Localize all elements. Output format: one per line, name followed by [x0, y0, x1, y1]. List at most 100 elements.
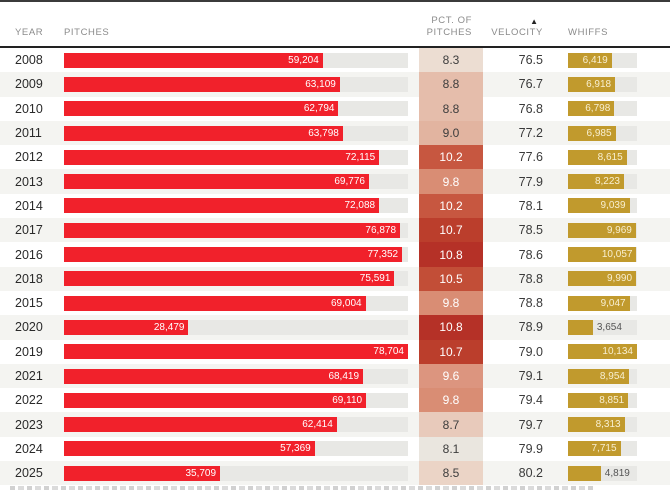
whiffs-cell: 6,798 — [568, 101, 637, 117]
table-row[interactable]: 2015 69,004 9.8 78.8 9,047 — [0, 290, 670, 316]
pitches-bar: 77,352 — [64, 247, 403, 263]
pitches-bar: 69,110 — [64, 392, 367, 408]
table-row[interactable]: 2014 72,088 10.2 78.1 9,039 — [0, 193, 670, 219]
pct-of-pitches-cell: 9.8 — [419, 388, 483, 413]
whiffs-bar: 8,851 — [568, 392, 629, 408]
year-cell: 2025 — [15, 466, 43, 481]
whiffs-bar: 8,313 — [568, 417, 625, 433]
velocity-cell: 79.1 — [518, 369, 543, 383]
pitches-value-label: 69,776 — [334, 176, 365, 188]
table-row[interactable]: 2010 62,794 8.8 76.8 6,798 — [0, 96, 670, 121]
table-row[interactable]: 2021 68,419 9.6 79.1 8,954 — [0, 363, 670, 389]
col-header-whiffs[interactable]: WHIFFS — [568, 27, 609, 38]
velocity-cell: 79.9 — [518, 441, 543, 456]
whiffs-bar: 10,057 — [568, 247, 637, 263]
pitches-value-label: 76,878 — [365, 224, 397, 236]
col-header-pitches[interactable]: PITCHES — [64, 27, 110, 38]
whiffs-bar: 6,985 — [568, 125, 616, 141]
table-row[interactable]: 2016 77,352 10.8 78.6 10,057 — [0, 242, 670, 267]
velocity-cell: 78.1 — [518, 198, 543, 213]
table-row[interactable]: 2017 76,878 10.7 78.5 9,969 — [0, 218, 670, 243]
pitches-bar-track: 68,419 — [64, 368, 408, 384]
whiffs-bar: 9,039 — [568, 198, 630, 214]
whiffs-bar: 8,615 — [568, 149, 627, 165]
whiffs-bar-track: 4,819 — [568, 465, 637, 481]
whiffs-bar — [568, 465, 601, 481]
year-cell: 2021 — [15, 369, 43, 383]
table-row[interactable]: 2012 72,115 10.2 77.6 8,615 — [0, 145, 670, 170]
whiffs-cell: 6,918 — [568, 76, 637, 92]
whiffs-bar-track: 9,969 — [568, 222, 637, 238]
pitches-bar: 62,794 — [64, 101, 339, 117]
whiffs-bar-track: 10,057 — [568, 247, 637, 263]
whiffs-value-label: 10,057 — [601, 249, 633, 261]
year-cell: 2010 — [15, 101, 43, 116]
table-row[interactable]: 2018 75,591 10.5 78.8 9,990 — [0, 266, 670, 291]
col-header-year[interactable]: YEAR — [15, 27, 44, 38]
table-row[interactable]: 2024 57,369 8.1 79.9 7,715 — [0, 436, 670, 462]
whiffs-cell: 10,057 — [568, 247, 637, 263]
col-header-velocity[interactable]: ▲ VELOCITY — [483, 16, 568, 39]
pitches-bar: 59,204 — [64, 52, 323, 68]
whiffs-bar-track: 9,039 — [568, 198, 637, 214]
table-row[interactable]: 2023 62,414 8.7 79.7 8,313 — [0, 412, 670, 437]
pitches-value-label: 72,088 — [344, 200, 376, 212]
whiffs-value-label: 9,969 — [606, 224, 632, 236]
pitches-bar: 69,776 — [64, 174, 369, 190]
year-cell: 2012 — [15, 150, 43, 165]
pitches-bar-track: 63,109 — [64, 76, 408, 92]
year-cell: 2020 — [15, 320, 43, 335]
whiffs-bar: 7,715 — [568, 441, 621, 457]
table-row[interactable]: 2011 63,798 9.0 77.2 6,985 — [0, 120, 670, 146]
whiffs-value-label: 6,798 — [585, 103, 611, 115]
whiffs-cell: 9,039 — [568, 198, 637, 214]
table-row[interactable]: 2019 78,704 10.7 79.0 10,134 — [0, 339, 670, 364]
pitches-bar-track: 69,110 — [64, 392, 408, 408]
velocity-cell: 78.6 — [518, 247, 543, 262]
whiffs-bar-track: 10,134 — [568, 344, 637, 360]
year-cell: 2015 — [15, 296, 43, 311]
whiffs-value-label: 6,419 — [582, 54, 608, 66]
whiffs-value-label: 9,990 — [606, 273, 633, 285]
pitches-cell: 63,798 — [64, 125, 408, 141]
year-cell: 2022 — [15, 393, 43, 408]
pitches-bar: 75,591 — [64, 271, 395, 287]
pitches-bar: 78,704 — [64, 344, 408, 360]
year-cell: 2017 — [15, 223, 43, 238]
table-row[interactable]: 2013 69,776 9.8 77.9 8,223 — [0, 169, 670, 194]
pitches-cell: 69,776 — [64, 174, 408, 190]
velocity-cell: 76.5 — [518, 53, 543, 68]
velocity-cell: 78.8 — [518, 271, 543, 286]
table-row[interactable]: 2008 59,204 8.3 76.5 6,419 — [0, 48, 670, 73]
pitches-value-label: 72,115 — [345, 151, 376, 163]
table-row[interactable]: 2020 28,479 10.8 78.9 3,654 — [0, 315, 670, 340]
col-header-pct-of-pitches[interactable]: PCT. OF PITCHES — [419, 15, 483, 39]
whiffs-bar: 9,047 — [568, 295, 630, 311]
pitches-bar-track: 78,704 — [64, 344, 408, 360]
table-row[interactable]: 2009 63,109 8.8 76.7 6,918 — [0, 72, 670, 97]
table-row[interactable]: 2022 69,110 9.8 79.4 8,851 — [0, 388, 670, 413]
whiffs-bar-track: 9,990 — [568, 271, 637, 287]
pitches-bar-track: 62,794 — [64, 101, 408, 117]
whiffs-cell: 6,419 — [568, 52, 637, 68]
whiffs-bar: 9,969 — [568, 222, 636, 238]
whiffs-cell: 8,223 — [568, 174, 637, 190]
pitches-value-label: 78,704 — [373, 346, 404, 358]
whiffs-bar-track: 3,654 — [568, 319, 637, 335]
year-cell: 2013 — [15, 174, 43, 189]
whiffs-cell: 6,985 — [568, 125, 637, 141]
whiffs-bar — [568, 319, 593, 335]
whiffs-cell: 8,313 — [568, 417, 637, 433]
pitches-bar-track: 63,798 — [64, 125, 408, 141]
pitches-bar-track: 72,088 — [64, 198, 408, 214]
pitches-value-label: 75,591 — [359, 273, 391, 285]
whiffs-value-label: 10,134 — [602, 346, 633, 358]
whiffs-value-label: 8,954 — [599, 370, 625, 382]
year-cell: 2008 — [15, 53, 43, 68]
year-cell: 2023 — [15, 417, 43, 432]
table-row[interactable]: 2025 35,709 8.5 80.2 4,819 — [0, 461, 670, 486]
whiffs-value-label: 8,615 — [597, 151, 623, 163]
pct-of-pitches-cell: 10.5 — [419, 266, 483, 291]
pitches-bar-track: 28,479 — [64, 319, 408, 335]
